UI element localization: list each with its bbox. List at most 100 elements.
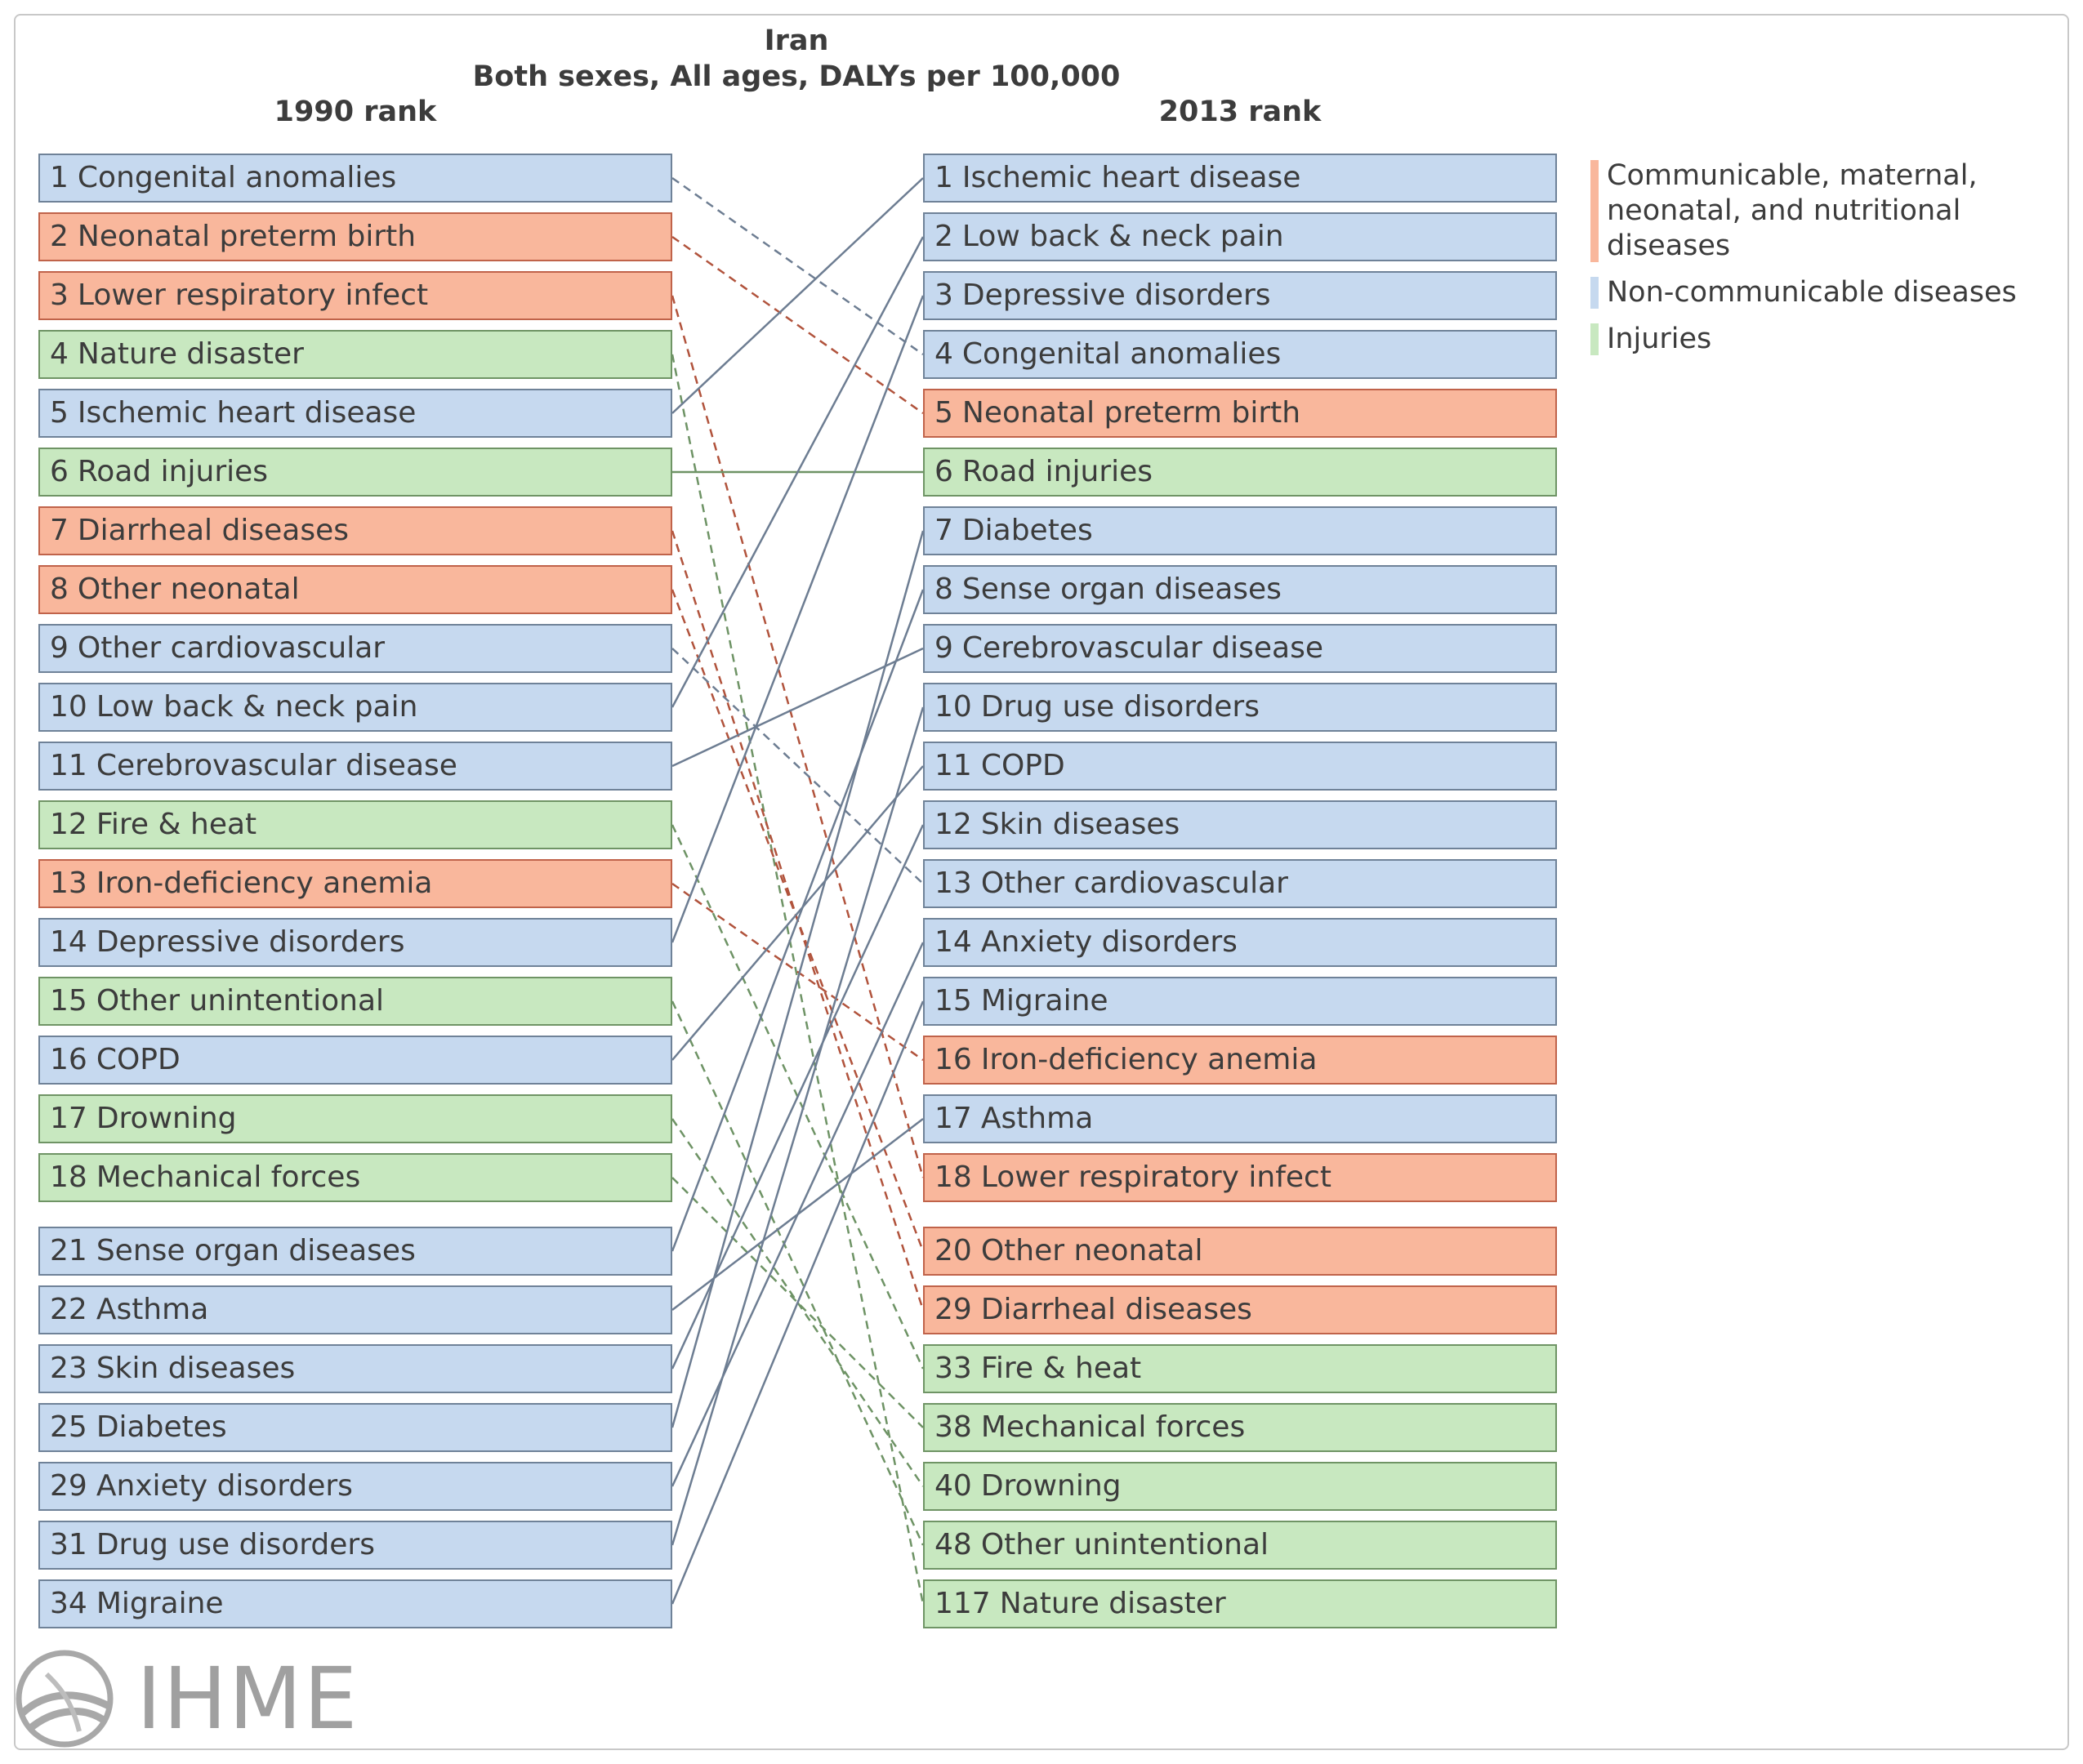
rank-number: 4 [934, 337, 953, 371]
link-nature-disaster [671, 354, 925, 1605]
cause-name: Migraine [96, 1587, 224, 1620]
cause-name: Neonatal preterm birth [961, 396, 1301, 430]
rank-number: 9 [934, 631, 953, 665]
cause-name: COPD [96, 1043, 181, 1076]
rank-number: 48 [934, 1528, 972, 1561]
legend-swatch [1590, 160, 1599, 262]
right-rank-box-asthma: 17 Asthma [923, 1094, 1557, 1143]
rank-number: 6 [934, 455, 953, 488]
legend-item-noncommunicable: Non-communicable diseases [1590, 275, 2048, 310]
cause-name: Low back & neck pain [961, 220, 1284, 253]
cause-name: Diabetes [96, 1410, 227, 1444]
rank-number: 12 [934, 808, 972, 841]
rank-number: 38 [934, 1410, 972, 1444]
rank-number: 33 [934, 1352, 972, 1385]
left-rank-box-fire-heat: 12 Fire & heat [38, 800, 672, 849]
cause-name: Cerebrovascular disease [96, 749, 457, 782]
right-rank-box-fire-heat: 33 Fire & heat [923, 1344, 1557, 1393]
cause-name: Mechanical forces [96, 1160, 361, 1194]
right-rank-box-skin-diseases: 12 Skin diseases [923, 800, 1557, 849]
link-ischemic-heart-disease [671, 177, 924, 414]
left-rank-box-neonatal-preterm-birth: 2 Neonatal preterm birth [38, 212, 672, 261]
cause-name: Asthma [96, 1293, 209, 1326]
cause-name: Low back & neck pain [96, 690, 418, 724]
cause-name: Mechanical forces [980, 1410, 1246, 1444]
cause-name: Other neonatal [980, 1234, 1203, 1267]
legend-item-injuries: Injuries [1590, 322, 2048, 357]
legend-label-line: Communicable, maternal, [1607, 159, 1978, 192]
cause-name: Drug use disorders [96, 1528, 375, 1561]
legend-label-line: diseases [1607, 229, 1731, 262]
cause-name: Depressive disorders [961, 278, 1271, 312]
legend-swatch [1590, 323, 1599, 355]
left-rank-box-anxiety-disorders: 29 Anxiety disorders [38, 1462, 672, 1511]
right-rank-box-low-back-neck-pain: 2 Low back & neck pain [923, 212, 1557, 261]
rank-number: 17 [50, 1102, 87, 1135]
cause-name: Sense organ diseases [96, 1234, 416, 1267]
left-rank-box-skin-diseases: 23 Skin diseases [38, 1344, 672, 1393]
cause-name: Drowning [980, 1469, 1122, 1503]
right-rank-box-mechanical-forces: 38 Mechanical forces [923, 1403, 1557, 1452]
rank-number: 31 [50, 1528, 87, 1561]
cause-name: Lower respiratory infect [77, 278, 429, 312]
left-rank-box-copd: 16 COPD [38, 1036, 672, 1085]
rank-number: 1 [50, 161, 69, 194]
rank-number: 21 [50, 1234, 87, 1267]
cause-name: Drug use disorders [980, 690, 1260, 724]
left-rank-box-iron-deficiency-anemia: 13 Iron-deficiency anemia [38, 859, 672, 908]
cause-name: Migraine [980, 984, 1108, 1018]
chart-subtitle: Both sexes, All ages, DALYs per 100,000 [472, 60, 1121, 93]
rank-number: 2 [934, 220, 953, 253]
cause-name: Diabetes [961, 514, 1093, 547]
right-rank-box-ischemic-heart-disease: 1 Ischemic heart disease [923, 154, 1557, 203]
left-rank-box-diarrheal-diseases: 7 Diarrheal diseases [38, 506, 672, 555]
rank-number: 15 [934, 984, 972, 1018]
cause-name: Nature disaster [999, 1587, 1226, 1620]
link-low-back-neck-pain [671, 236, 925, 708]
legend-label-line: Non-communicable diseases [1607, 276, 2017, 309]
left-rank-box-lower-respiratory-infect: 3 Lower respiratory infect [38, 271, 672, 320]
right-rank-box-road-injuries: 6 Road injuries [923, 448, 1557, 497]
right-rank-box-other-neonatal: 20 Other neonatal [923, 1227, 1557, 1276]
cause-name: Other cardiovascular [980, 866, 1288, 900]
right-rank-box-migraine: 15 Migraine [923, 977, 1557, 1026]
rank-number: 3 [50, 278, 69, 312]
right-rank-box-sense-organ-diseases: 8 Sense organ diseases [923, 565, 1557, 614]
rank-number: 7 [50, 514, 69, 547]
left-rank-box-cerebrovascular-disease: 11 Cerebrovascular disease [38, 742, 672, 791]
cause-name: Congenital anomalies [77, 161, 397, 194]
link-other-unintentional [671, 1000, 925, 1546]
rank-number: 3 [934, 278, 953, 312]
chart-title: Iran [764, 24, 829, 57]
cause-name: COPD [980, 749, 1065, 782]
right-rank-box-nature-disaster: 117 Nature disaster [923, 1579, 1557, 1628]
link-anxiety-disorders [671, 942, 925, 1487]
left-rank-box-drug-use-disorders: 31 Drug use disorders [38, 1521, 672, 1570]
cause-name: Other unintentional [96, 984, 385, 1018]
cause-name: Congenital anomalies [961, 337, 1282, 371]
right-rank-box-other-cardiovascular: 13 Other cardiovascular [923, 859, 1557, 908]
cause-name: Skin diseases [96, 1352, 296, 1385]
right-rank-box-diarrheal-diseases: 29 Diarrheal diseases [923, 1285, 1557, 1334]
link-sense-organ-diseases [671, 589, 925, 1252]
rank-number: 7 [934, 514, 953, 547]
chart-frame [14, 14, 2069, 1750]
cause-name: Other unintentional [980, 1528, 1269, 1561]
left-rank-box-nature-disaster: 4 Nature disaster [38, 330, 672, 379]
rank-number: 8 [934, 572, 953, 606]
link-iron-deficiency-anemia [671, 882, 924, 1062]
cause-name: Cerebrovascular disease [961, 631, 1323, 665]
rank-number: 14 [934, 925, 972, 959]
ihme-logo: IHME [14, 1650, 357, 1748]
rank-number: 29 [934, 1293, 972, 1326]
legend-item-communicable: Communicable, maternal, neonatal, and nut… [1590, 158, 2048, 264]
right-rank-box-copd: 11 COPD [923, 742, 1557, 791]
rank-number: 9 [50, 631, 69, 665]
right-rank-box-depressive-disorders: 3 Depressive disorders [923, 271, 1557, 320]
cause-name: Road injuries [961, 455, 1153, 488]
rank-number: 23 [50, 1352, 87, 1385]
left-rank-box-road-injuries: 6 Road injuries [38, 448, 672, 497]
cause-name: Anxiety disorders [980, 925, 1238, 959]
link-migraine [671, 1000, 925, 1605]
rank-number: 18 [934, 1160, 972, 1194]
